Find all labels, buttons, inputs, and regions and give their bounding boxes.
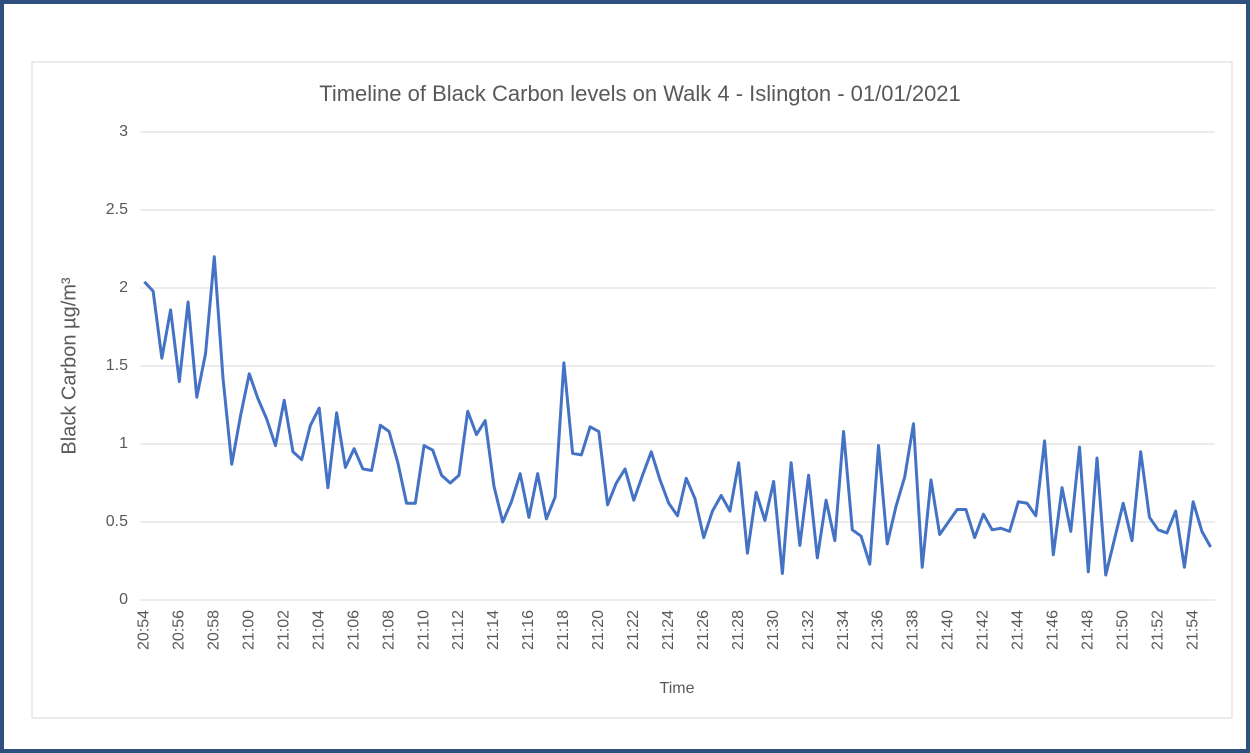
data-line bbox=[143, 255, 1212, 577]
x-tick-label: 21:08 bbox=[380, 610, 397, 650]
x-tick-label: 20:54 bbox=[136, 610, 153, 650]
y-tick-label: 0 bbox=[119, 591, 128, 608]
x-tick-label: 21:00 bbox=[240, 610, 257, 650]
x-tick-label: 21:54 bbox=[1184, 610, 1201, 650]
chart-title: Timeline of Black Carbon levels on Walk … bbox=[319, 81, 961, 106]
x-tick-label: 21:32 bbox=[800, 610, 817, 650]
x-tick-label: 20:56 bbox=[171, 610, 188, 650]
x-tick-label: 21:04 bbox=[310, 610, 327, 650]
x-tick-label: 21:20 bbox=[590, 610, 607, 650]
x-tick-label: 21:28 bbox=[730, 610, 747, 650]
x-tick-label: 21:02 bbox=[275, 610, 292, 650]
y-tick-label: 2 bbox=[119, 279, 128, 296]
x-tick-label: 21:44 bbox=[1010, 610, 1027, 650]
y-tick-label: 1.5 bbox=[106, 357, 128, 374]
x-tick-label: 21:30 bbox=[765, 610, 782, 650]
y-tick-label: 0.5 bbox=[106, 513, 128, 530]
x-tick-label: 21:46 bbox=[1045, 610, 1062, 650]
x-tick-label: 21:52 bbox=[1149, 610, 1166, 650]
y-tick-label: 1 bbox=[119, 435, 128, 452]
x-tick-label: 21:16 bbox=[520, 610, 537, 650]
x-axis-label: Time bbox=[660, 680, 695, 697]
x-tick-label: 21:50 bbox=[1114, 610, 1131, 650]
x-tick-label: 21:48 bbox=[1079, 610, 1096, 650]
x-tick-label: 21:38 bbox=[905, 610, 922, 650]
x-tick-label: 21:22 bbox=[625, 610, 642, 650]
x-tick-label: 21:18 bbox=[555, 610, 572, 650]
y-tick-label: 2.5 bbox=[106, 201, 128, 218]
x-tick-label: 21:10 bbox=[415, 610, 432, 650]
x-tick-label: 21:42 bbox=[975, 610, 992, 650]
chart-area bbox=[31, 61, 1233, 719]
x-tick-label: 21:24 bbox=[660, 610, 677, 650]
x-tick-label: 21:40 bbox=[940, 610, 957, 650]
x-tick-label: 21:12 bbox=[450, 610, 467, 650]
x-tick-label: 21:36 bbox=[870, 610, 887, 650]
y-axis-label: Black Carbon µg/m³ bbox=[58, 277, 80, 454]
x-tick-label: 21:34 bbox=[835, 610, 852, 650]
x-tick-label: 20:58 bbox=[206, 610, 223, 650]
y-tick-label: 3 bbox=[119, 123, 128, 140]
x-tick-label: 21:06 bbox=[345, 610, 362, 650]
x-tick-label: 21:26 bbox=[695, 610, 712, 650]
x-tick-label: 21:14 bbox=[485, 610, 502, 650]
